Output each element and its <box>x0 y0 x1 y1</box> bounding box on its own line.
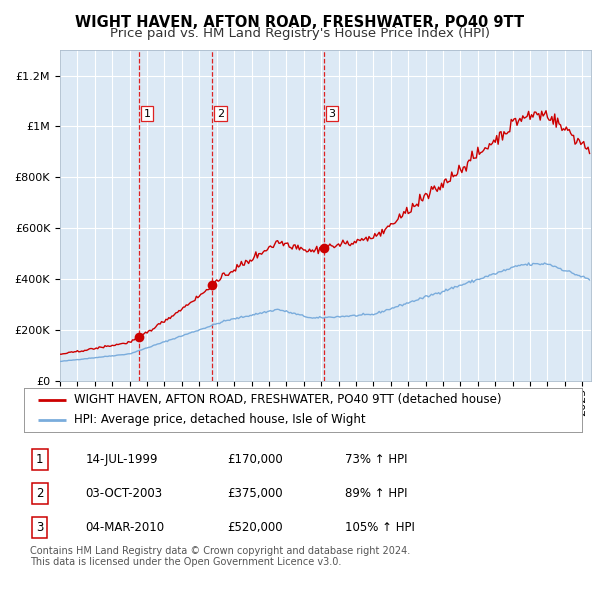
Text: 14-JUL-1999: 14-JUL-1999 <box>85 453 158 466</box>
Text: Contains HM Land Registry data © Crown copyright and database right 2024.
This d: Contains HM Land Registry data © Crown c… <box>30 546 410 568</box>
Text: 73% ↑ HPI: 73% ↑ HPI <box>345 453 407 466</box>
Text: WIGHT HAVEN, AFTON ROAD, FRESHWATER, PO40 9TT (detached house): WIGHT HAVEN, AFTON ROAD, FRESHWATER, PO4… <box>74 393 502 406</box>
Text: £520,000: £520,000 <box>227 521 283 534</box>
Text: WIGHT HAVEN, AFTON ROAD, FRESHWATER, PO40 9TT: WIGHT HAVEN, AFTON ROAD, FRESHWATER, PO4… <box>76 15 524 30</box>
Text: 89% ↑ HPI: 89% ↑ HPI <box>345 487 407 500</box>
Text: 1: 1 <box>143 109 151 119</box>
Text: £375,000: £375,000 <box>227 487 283 500</box>
Text: 2: 2 <box>36 487 43 500</box>
Text: 3: 3 <box>328 109 335 119</box>
Text: HPI: Average price, detached house, Isle of Wight: HPI: Average price, detached house, Isle… <box>74 414 366 427</box>
Text: £170,000: £170,000 <box>227 453 283 466</box>
Text: 105% ↑ HPI: 105% ↑ HPI <box>345 521 415 534</box>
Text: 2: 2 <box>217 109 224 119</box>
Text: 3: 3 <box>36 521 43 534</box>
Text: 04-MAR-2010: 04-MAR-2010 <box>85 521 164 534</box>
Text: Price paid vs. HM Land Registry's House Price Index (HPI): Price paid vs. HM Land Registry's House … <box>110 27 490 40</box>
Text: 03-OCT-2003: 03-OCT-2003 <box>85 487 163 500</box>
Text: 1: 1 <box>36 453 43 466</box>
